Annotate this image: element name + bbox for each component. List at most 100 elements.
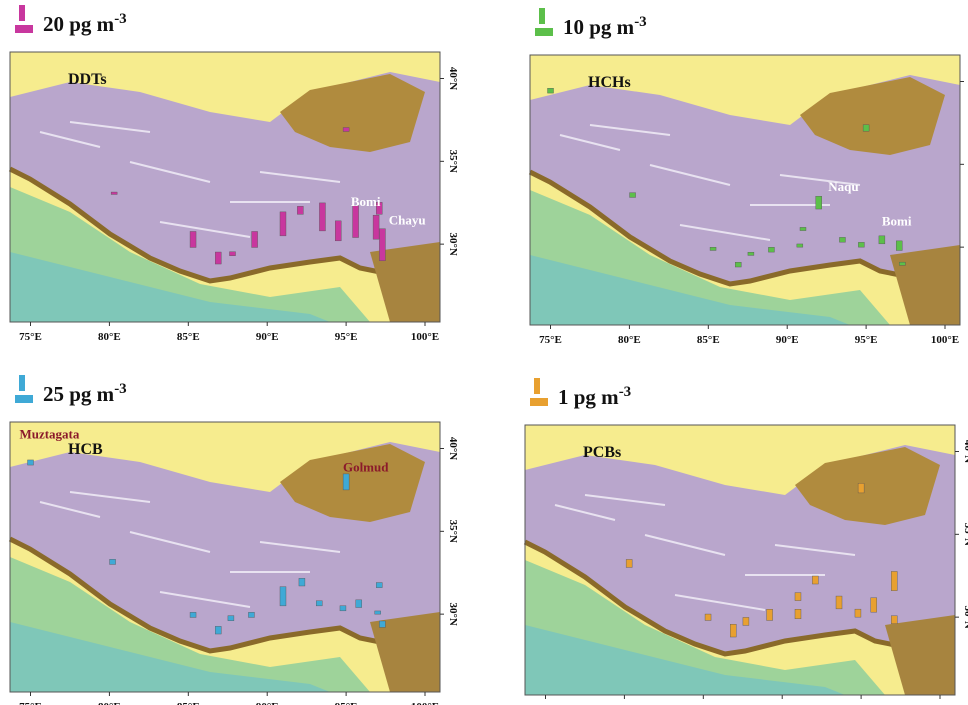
legend-exponent: -3 xyxy=(114,381,127,397)
legend: 25 pg m-3 xyxy=(15,375,127,406)
concentration-bar xyxy=(855,609,861,617)
concentration-bar xyxy=(340,606,346,611)
lat-tick-label: 30°N xyxy=(447,602,459,625)
concentration-bar xyxy=(730,624,736,637)
legend: 10 pg m-3 xyxy=(535,8,647,39)
concentration-bar xyxy=(343,128,349,132)
legend-label: 20 pg m-3 xyxy=(43,11,127,36)
figure: 20 pg m-3DDTsBomiChayu75°E80°E85°E90°E95… xyxy=(0,0,968,705)
concentration-bar xyxy=(356,600,362,608)
concentration-bar xyxy=(839,237,845,242)
lon-tick-label: 95°E xyxy=(335,701,358,705)
concentration-bar xyxy=(28,460,34,465)
concentration-bar xyxy=(858,483,864,493)
concentration-bar xyxy=(871,598,877,612)
legend-label: 25 pg m-3 xyxy=(43,381,127,406)
concentration-bar xyxy=(252,231,258,247)
lon-tick-label: 100°E xyxy=(931,334,959,346)
legend: 20 pg m-3 xyxy=(15,5,127,36)
concentration-bar xyxy=(190,612,196,617)
concentration-bar xyxy=(768,247,774,252)
lon-tick-label: 85°E xyxy=(697,334,720,346)
legend-exponent: -3 xyxy=(114,11,127,27)
concentration-bar xyxy=(280,587,286,606)
concentration-bar xyxy=(858,242,864,247)
legend: 1 pg m-3 xyxy=(530,378,631,409)
concentration-bar xyxy=(795,609,801,619)
legend-unit: 10 pg m xyxy=(563,15,635,39)
site-label: Bomi xyxy=(882,214,912,229)
concentration-bar xyxy=(280,212,286,236)
concentration-bar xyxy=(379,621,385,627)
legend-bar xyxy=(534,378,540,394)
concentration-bar xyxy=(229,252,235,256)
concentration-bar xyxy=(836,596,842,609)
concentration-bar xyxy=(248,612,254,617)
lon-tick-label: 95°E xyxy=(855,334,878,346)
legend-base xyxy=(530,398,548,406)
concentration-bar xyxy=(863,125,869,131)
lat-tick-label: 35°N xyxy=(962,523,968,546)
concentration-bar xyxy=(373,215,379,239)
concentration-bar xyxy=(891,571,897,590)
map-panel: 1 pg m-3PCBs75°E80°E85°E90°E95°E100°E30°… xyxy=(525,378,968,705)
panel-title: PCBs xyxy=(583,444,621,461)
concentration-bar xyxy=(343,474,349,490)
site-label: Chayu xyxy=(389,212,426,227)
legend-unit: 25 pg m xyxy=(43,382,115,406)
lat-tick-label: 40°N xyxy=(962,440,968,463)
concentration-bar xyxy=(800,227,806,230)
concentration-bar xyxy=(379,229,385,261)
site-label: Muztagata xyxy=(19,427,79,442)
concentration-bar xyxy=(376,583,382,588)
lon-tick-label: 75°E xyxy=(539,334,562,346)
concentration-bar xyxy=(630,193,636,198)
concentration-bar xyxy=(353,206,359,238)
lon-tick-label: 75°E xyxy=(19,331,42,343)
map-background xyxy=(525,425,955,695)
lon-tick-label: 95°E xyxy=(335,331,358,343)
lon-tick-label: 100°E xyxy=(411,331,439,343)
legend-exponent: -3 xyxy=(619,384,632,400)
concentration-bar xyxy=(228,616,234,621)
concentration-bar xyxy=(190,231,196,247)
legend-label: 10 pg m-3 xyxy=(563,14,647,39)
concentration-bar xyxy=(812,576,818,584)
concentration-bar xyxy=(896,241,902,251)
site-label: Naqu xyxy=(828,179,858,194)
lon-tick-label: 85°E xyxy=(177,331,200,343)
concentration-bar xyxy=(375,611,381,614)
lon-tick-label: 90°E xyxy=(256,331,279,343)
panel-title: HCB xyxy=(68,441,103,458)
legend-exponent: -3 xyxy=(634,14,647,30)
lon-tick-label: 85°E xyxy=(177,701,200,705)
legend-bar xyxy=(19,5,25,21)
concentration-bar xyxy=(767,609,773,620)
lon-tick-label: 75°E xyxy=(19,701,42,705)
lon-tick-label: 80°E xyxy=(98,701,121,705)
site-label: Bomi xyxy=(351,194,381,209)
legend-unit: 20 pg m xyxy=(43,12,115,36)
map-background xyxy=(10,52,440,322)
panel-title: HCHs xyxy=(588,74,631,91)
lon-tick-label: 90°E xyxy=(776,334,799,346)
concentration-bar xyxy=(297,206,303,214)
map-background xyxy=(530,55,960,325)
lat-tick-label: 30°N xyxy=(962,605,968,628)
concentration-bar xyxy=(899,262,905,265)
site-label: Golmud xyxy=(343,460,389,475)
legend-bar xyxy=(539,8,545,24)
concentration-bar xyxy=(797,244,803,247)
concentration-bar xyxy=(735,262,741,267)
panel-title: DDTs xyxy=(68,71,107,88)
lon-tick-label: 100°E xyxy=(411,701,439,705)
lat-tick-label: 35°N xyxy=(447,150,459,173)
concentration-bar xyxy=(319,203,325,231)
concentration-bar xyxy=(335,221,341,241)
concentration-bar xyxy=(748,252,754,255)
legend-bar xyxy=(19,375,25,391)
concentration-bar xyxy=(626,559,632,567)
